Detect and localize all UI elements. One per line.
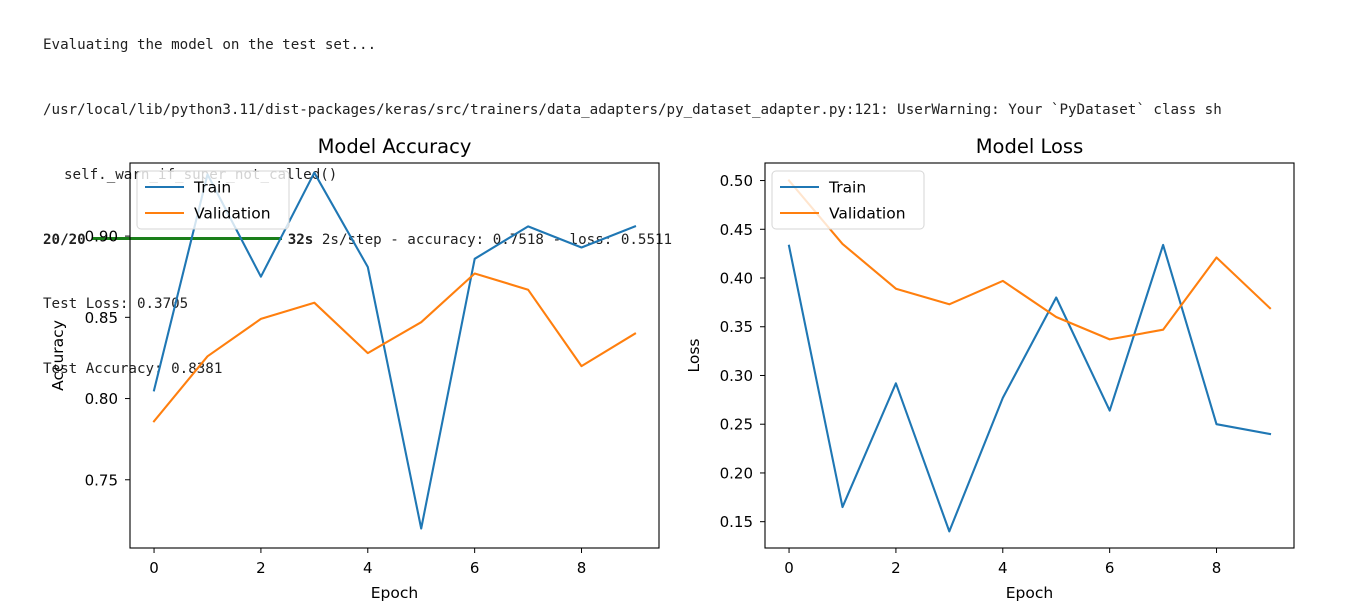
y-tick-label: 0.40	[720, 270, 753, 288]
y-tick-label: 0.15	[720, 513, 753, 531]
y-tick-label: 0.45	[720, 221, 753, 239]
legend-label-validation: Validation	[829, 205, 906, 223]
plot-lines	[787, 179, 1272, 533]
x-tick-label: 6	[1105, 559, 1115, 577]
legend: Train Validation	[136, 170, 290, 230]
x-axis-label: Epoch	[371, 584, 418, 602]
y-tick-label: 0.20	[720, 464, 753, 482]
chart-1: Model Accuracy 0 2 4 6 8 0.75 0.80 0.85 0.90 Epoch…	[49, 135, 660, 602]
y-axis-label: Loss	[685, 339, 703, 373]
legend-box	[136, 170, 290, 230]
legend-label-train: Train	[193, 179, 231, 197]
x-axis-label: Epoch	[1006, 584, 1053, 602]
y-tick-label: 0.25	[720, 416, 753, 434]
progress-bar	[91, 237, 282, 241]
y-tick-label: 0.85	[85, 309, 118, 327]
axes-frame	[129, 162, 660, 549]
chart-title: Model Loss	[976, 135, 1084, 158]
progress-step: 20/20	[43, 231, 86, 248]
legend-label-train: Train	[828, 179, 866, 197]
legend-box	[771, 170, 925, 230]
y-tick-label: 0.75	[85, 471, 118, 489]
y-tick-label: 0.80	[85, 390, 118, 408]
axes-frame	[764, 162, 1295, 549]
x-tick-label: 8	[577, 559, 587, 577]
series-line-train	[787, 243, 1272, 533]
x-tick-label: 2	[256, 559, 266, 577]
x-tick-label: 4	[998, 559, 1008, 577]
series-line-validation	[787, 179, 1272, 341]
chart-title: Model Accuracy	[318, 135, 472, 158]
y-tick-label: 0.30	[720, 367, 753, 385]
y-axis-label: Accuracy	[49, 320, 67, 391]
x-tick-label: 6	[470, 559, 480, 577]
y-tick-label: 0.50	[720, 172, 753, 190]
console-line-warning: /usr/local/lib/python3.11/dist-packages/…	[43, 101, 1222, 118]
y-tick-label: 0.90	[85, 228, 118, 246]
chart-2: Model Loss 0 2 4 6 8 0.15 0.20 0.25 0.30 0.35 0.40 0…	[685, 135, 1295, 602]
console-line-evaluating: Evaluating the model on the test set...	[43, 37, 377, 54]
legend-label-validation: Validation	[194, 205, 271, 223]
progress-line: 20/20 32s 2s/step - accuracy: 0.7518 - lo…	[43, 230, 1370, 252]
x-tick-label: 0	[784, 559, 794, 577]
x-tick-label: 0	[149, 559, 159, 577]
progress-time: 32s	[287, 231, 314, 248]
legend: Train Validation	[771, 170, 925, 230]
y-tick-label: 0.35	[720, 318, 753, 336]
series-line-validation	[152, 272, 637, 423]
x-tick-label: 8	[1212, 559, 1222, 577]
x-tick-label: 4	[363, 559, 373, 577]
x-tick-label: 2	[891, 559, 901, 577]
